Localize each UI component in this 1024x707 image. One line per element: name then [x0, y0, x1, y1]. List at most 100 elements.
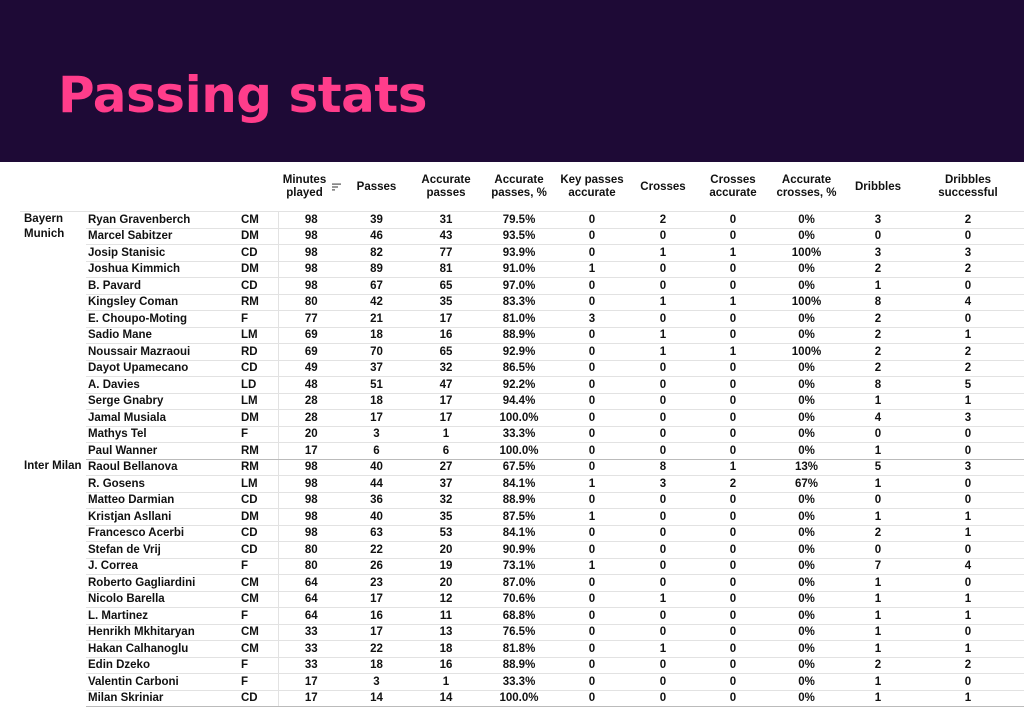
cell-passes: 46	[344, 228, 409, 245]
cell-accurate-passes: 11	[409, 607, 483, 625]
cell-crosses: 1	[629, 294, 697, 311]
cell-dribbles-successful: 4	[912, 558, 1024, 575]
header-accurate-passes-pct[interactable]: Accurate passes, %	[491, 174, 547, 199]
header-accurate-passes[interactable]: Accurate passes	[421, 174, 471, 199]
cell-dribbles: 1	[844, 673, 912, 691]
cell-crosses-accurate: 1	[697, 459, 769, 476]
table-row[interactable]: Mathys Tel F 20 3 1 33.3% 0 0 0 0% 0 0	[20, 426, 1024, 443]
table-row[interactable]: Joshua Kimmich DM 98 89 81 91.0% 1 0 0 0% 2 2	[20, 261, 1024, 278]
table-row[interactable]: Hakan Calhanoglu CM 33 22 18 81.8% 0 1 0 0% 1 1	[20, 640, 1024, 658]
table-row[interactable]: Bayern Munich Ryan Gravenberch CM 98 39 31 79.…	[20, 211, 1024, 459]
table-row[interactable]: Francesco Acerbi CD 98 63 53 84.1% 0 0 0 0% 2 1	[20, 525, 1024, 542]
player-position: RD	[238, 343, 278, 361]
cell-passes: 82	[344, 244, 409, 262]
player-position: F	[238, 607, 278, 625]
cell-minutes: 80	[277, 294, 344, 311]
table-row[interactable]: Kingsley Coman RM 80 42 35 83.3% 0 1 1 100% 8 4	[20, 294, 1024, 311]
table-row[interactable]: A. Davies LD 48 51 47 92.2% 0 0 0 0% 8 5	[20, 376, 1024, 394]
cell-dribbles: 1	[844, 574, 912, 592]
cell-minutes: 69	[277, 343, 344, 361]
cell-accurate-passes-pct: 33.3%	[483, 426, 555, 443]
table-row[interactable]: Paul Wanner RM 17 6 6 100.0% 0 0 0 0% 1 0	[20, 442, 1024, 460]
header-dribbles[interactable]: Dribbles	[854, 180, 901, 193]
cell-dribbles: 1	[844, 591, 912, 608]
table-row[interactable]: Noussair Mazraoui RD 69 70 65 92.9% 0 1 1 100% 2 2	[20, 343, 1024, 361]
header-crosses-accurate[interactable]: Crosses accurate	[709, 174, 757, 199]
cell-accurate-passes-pct: 91.0%	[483, 261, 555, 278]
cell-dribbles: 2	[844, 261, 912, 278]
table-row[interactable]: Roberto Gagliardini CM 64 23 20 87.0% 0 0 0 0% 1 0	[20, 574, 1024, 592]
cell-crosses-accurate: 0	[697, 673, 769, 691]
cell-accurate-crosses-pct: 0%	[769, 327, 844, 344]
player-name: Matteo Darmian	[86, 492, 238, 509]
header-passes[interactable]: Passes	[356, 180, 397, 193]
table-row[interactable]: Sadio Mane LM 69 18 16 88.9% 0 1 0 0% 2 1	[20, 327, 1024, 344]
cell-crosses: 0	[629, 690, 697, 707]
table-row[interactable]: Dayot Upamecano CD 49 37 32 86.5% 0 0 0 0% 2 2	[20, 360, 1024, 377]
cell-key-passes: 1	[555, 475, 629, 493]
table-row[interactable]: Milan Skriniar CD 17 14 14 100.0% 0 0 0 0% 1 1	[20, 690, 1024, 707]
player-name: Jamal Musiala	[86, 409, 238, 427]
cell-minutes: 49	[277, 360, 344, 377]
cell-passes: 18	[344, 327, 409, 344]
player-name: Valentin Carboni	[86, 673, 238, 691]
header-crosses[interactable]: Crosses	[640, 180, 686, 193]
sort-descending-icon[interactable]	[331, 183, 341, 191]
player-position: RM	[238, 442, 278, 460]
cell-minutes: 98	[277, 459, 344, 476]
cell-accurate-crosses-pct: 0%	[769, 393, 844, 410]
table-row[interactable]: Stefan de Vrij CD 80 22 20 90.9% 0 0 0 0% 0 0	[20, 541, 1024, 559]
cell-key-passes: 0	[555, 541, 629, 559]
cell-dribbles-successful: 2	[912, 261, 1024, 278]
cell-crosses: 0	[629, 607, 697, 625]
cell-crosses-accurate: 0	[697, 607, 769, 625]
table-row[interactable]: R. Gosens LM 98 44 37 84.1% 1 3 2 67% 1 0	[20, 475, 1024, 493]
cell-dribbles: 1	[844, 640, 912, 658]
table-row[interactable]: Nicolo Barella CM 64 17 12 70.6% 0 1 0 0% 1 1	[20, 591, 1024, 608]
player-name: J. Correa	[86, 558, 238, 575]
table-row[interactable]: Serge Gnabry LM 28 18 17 94.4% 0 0 0 0% 1 1	[20, 393, 1024, 410]
table-row[interactable]: Edin Dzeko F 33 18 16 88.9% 0 0 0 0% 2 2	[20, 657, 1024, 674]
cell-crosses-accurate: 0	[697, 574, 769, 592]
cell-accurate-passes-pct: 33.3%	[483, 673, 555, 691]
cell-dribbles: 2	[844, 343, 912, 361]
player-position: RM	[238, 459, 278, 476]
header-dribbles-successful[interactable]: Dribbles successful	[938, 174, 998, 199]
player-position: CD	[238, 277, 278, 295]
cell-dribbles: 3	[844, 244, 912, 262]
table-row[interactable]: Valentin Carboni F 17 3 1 33.3% 0 0 0 0% 1 0	[20, 673, 1024, 691]
header-minutes-played[interactable]: Minutes played	[278, 163, 344, 212]
cell-accurate-passes-pct: 67.5%	[483, 459, 555, 476]
cell-crosses-accurate: 0	[697, 541, 769, 559]
cell-passes: 40	[344, 508, 409, 526]
cell-crosses: 0	[629, 574, 697, 592]
cell-accurate-passes: 16	[409, 327, 483, 344]
cell-accurate-passes-pct: 93.9%	[483, 244, 555, 262]
table-row[interactable]: Inter Milan Raoul Bellanova RM 98 40 27 67.5% 0…	[20, 459, 1024, 476]
cell-accurate-passes-pct: 79.5%	[483, 211, 555, 229]
table-row[interactable]: B. Pavard CD 98 67 65 97.0% 0 0 0 0% 1 0	[20, 277, 1024, 295]
table-row[interactable]: Kristjan Asllani DM 98 40 35 87.5% 1 0 0 0% 1 1	[20, 508, 1024, 526]
table-row[interactable]: L. Martinez F 64 16 11 68.8% 0 0 0 0% 1 1	[20, 607, 1024, 625]
table-row[interactable]: Jamal Musiala DM 28 17 17 100.0% 0 0 0 0% 4 3	[20, 409, 1024, 427]
cell-dribbles-successful: 0	[912, 574, 1024, 592]
table-row[interactable]: Henrikh Mkhitaryan CM 33 17 13 76.5% 0 0 0 0% 1 0	[20, 624, 1024, 641]
header-key-passes-accurate[interactable]: Key passes accurate	[560, 174, 624, 199]
table-row[interactable]: E. Choupo-Moting F 77 21 17 81.0% 3 0 0 0% 2 0	[20, 310, 1024, 328]
cell-crosses: 0	[629, 393, 697, 410]
table-row[interactable]: Matteo Darmian CD 98 36 32 88.9% 0 0 0 0% 0 0	[20, 492, 1024, 509]
player-name: Ryan Gravenberch	[86, 211, 238, 229]
cell-crosses-accurate: 1	[697, 294, 769, 311]
cell-accurate-crosses-pct: 0%	[769, 591, 844, 608]
cell-key-passes: 0	[555, 492, 629, 509]
cell-dribbles-successful: 3	[912, 244, 1024, 262]
table-row[interactable]: Josip Stanisic CD 98 82 77 93.9% 0 1 1 100% 3 3	[20, 244, 1024, 262]
cell-accurate-passes: 53	[409, 525, 483, 542]
header-accurate-crosses-pct[interactable]: Accurate crosses, %	[776, 174, 837, 199]
table-row[interactable]: J. Correa F 80 26 19 73.1% 1 0 0 0% 7 4	[20, 558, 1024, 575]
cell-crosses: 0	[629, 376, 697, 394]
cell-dribbles-successful: 2	[912, 360, 1024, 377]
cell-crosses-accurate: 0	[697, 376, 769, 394]
table-row[interactable]: Marcel Sabitzer DM 98 46 43 93.5% 0 0 0 0% 0 0	[20, 228, 1024, 245]
cell-crosses: 0	[629, 558, 697, 575]
